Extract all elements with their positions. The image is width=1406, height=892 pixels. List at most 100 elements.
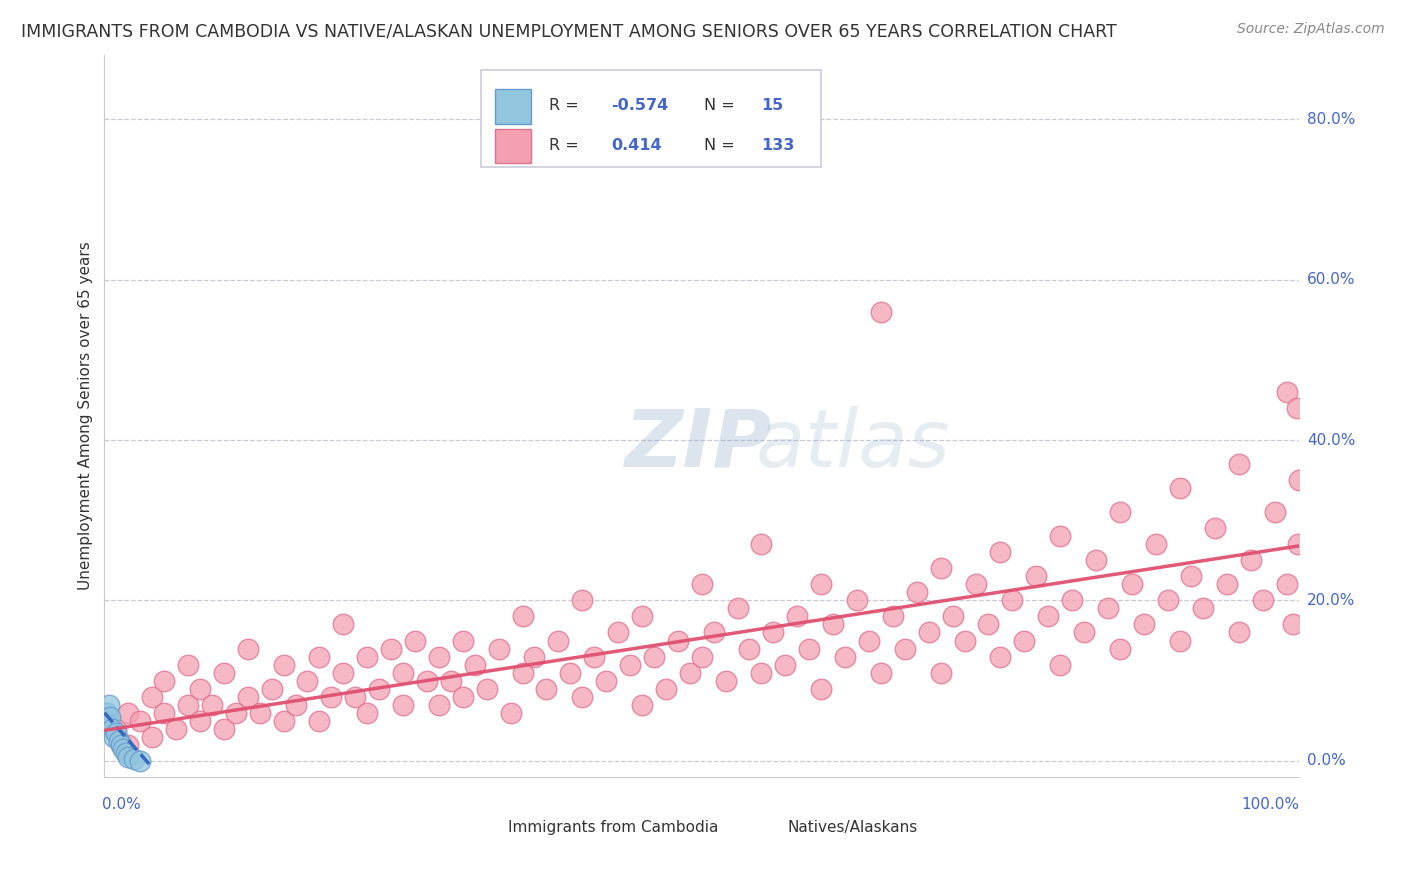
Point — [714, 673, 737, 688]
Text: 0.0%: 0.0% — [1308, 753, 1346, 768]
Point — [212, 665, 235, 680]
Point — [117, 738, 139, 752]
Point — [273, 714, 295, 728]
Bar — [749, 816, 776, 838]
Point — [571, 690, 593, 704]
Point — [236, 641, 259, 656]
Point — [834, 649, 856, 664]
Point — [308, 649, 330, 664]
Text: atlas: atlas — [755, 406, 950, 483]
Point — [236, 690, 259, 704]
Bar — [495, 128, 531, 163]
Text: 80.0%: 80.0% — [1308, 112, 1355, 127]
Point — [103, 730, 125, 744]
Point — [98, 709, 121, 723]
Text: 40.0%: 40.0% — [1308, 433, 1355, 448]
FancyBboxPatch shape — [481, 70, 821, 167]
Point — [321, 690, 343, 704]
Point — [655, 681, 678, 696]
Point — [799, 641, 821, 656]
Point — [1144, 537, 1167, 551]
Point — [547, 633, 569, 648]
Point — [512, 609, 534, 624]
Text: 20.0%: 20.0% — [1308, 593, 1355, 608]
Point — [1049, 529, 1071, 543]
Bar — [495, 89, 531, 124]
Point — [97, 717, 120, 731]
Point — [201, 698, 224, 712]
Point — [440, 673, 463, 688]
Point — [117, 706, 139, 720]
Text: ZIP: ZIP — [624, 406, 772, 483]
Point — [690, 649, 713, 664]
Point — [107, 733, 129, 747]
Point — [153, 706, 176, 720]
Point — [356, 649, 378, 664]
Point — [249, 706, 271, 720]
Point — [1132, 617, 1154, 632]
Point — [942, 609, 965, 624]
Point — [188, 714, 211, 728]
Point — [1168, 633, 1191, 648]
Point — [690, 577, 713, 591]
Point — [988, 649, 1011, 664]
Point — [631, 609, 654, 624]
Point — [225, 706, 247, 720]
Point — [188, 681, 211, 696]
Point — [666, 633, 689, 648]
Point — [727, 601, 749, 615]
Point — [380, 641, 402, 656]
Point — [451, 633, 474, 648]
Text: R =: R = — [548, 138, 583, 153]
Point — [100, 722, 122, 736]
Text: Source: ZipAtlas.com: Source: ZipAtlas.com — [1237, 22, 1385, 37]
Point — [929, 561, 952, 575]
Point — [929, 665, 952, 680]
Point — [977, 617, 1000, 632]
Point — [332, 665, 354, 680]
Bar — [468, 816, 495, 838]
Point — [988, 545, 1011, 559]
Point — [965, 577, 987, 591]
Point — [679, 665, 702, 680]
Point — [631, 698, 654, 712]
Point — [94, 714, 117, 728]
Text: -0.574: -0.574 — [610, 98, 668, 113]
Point — [894, 641, 917, 656]
Text: 0.414: 0.414 — [610, 138, 662, 153]
Point — [512, 665, 534, 680]
Point — [1012, 633, 1035, 648]
Y-axis label: Unemployment Among Seniors over 65 years: Unemployment Among Seniors over 65 years — [79, 242, 93, 591]
Text: 60.0%: 60.0% — [1308, 272, 1355, 287]
Text: 0.0%: 0.0% — [103, 797, 141, 812]
Point — [1084, 553, 1107, 567]
Point — [751, 665, 773, 680]
Point — [1121, 577, 1143, 591]
Point — [738, 641, 761, 656]
Point — [1097, 601, 1119, 615]
Point — [918, 625, 941, 640]
Point — [141, 730, 163, 744]
Point — [1282, 617, 1305, 632]
Point — [308, 714, 330, 728]
Point — [882, 609, 904, 624]
Point — [1227, 625, 1250, 640]
Point — [284, 698, 307, 712]
Point — [1073, 625, 1095, 640]
Point — [1049, 657, 1071, 672]
Point — [810, 577, 832, 591]
Text: 15: 15 — [762, 98, 783, 113]
Point — [751, 537, 773, 551]
Point — [368, 681, 391, 696]
Point — [870, 304, 893, 318]
Point — [762, 625, 785, 640]
Text: 133: 133 — [762, 138, 794, 153]
Point — [165, 722, 187, 736]
Text: R =: R = — [548, 98, 583, 113]
Point — [404, 633, 426, 648]
Text: IMMIGRANTS FROM CAMBODIA VS NATIVE/ALASKAN UNEMPLOYMENT AMONG SENIORS OVER 65 YE: IMMIGRANTS FROM CAMBODIA VS NATIVE/ALASK… — [21, 22, 1116, 40]
Point — [1108, 505, 1130, 519]
Point — [583, 649, 606, 664]
Point — [703, 625, 725, 640]
Point — [607, 625, 630, 640]
